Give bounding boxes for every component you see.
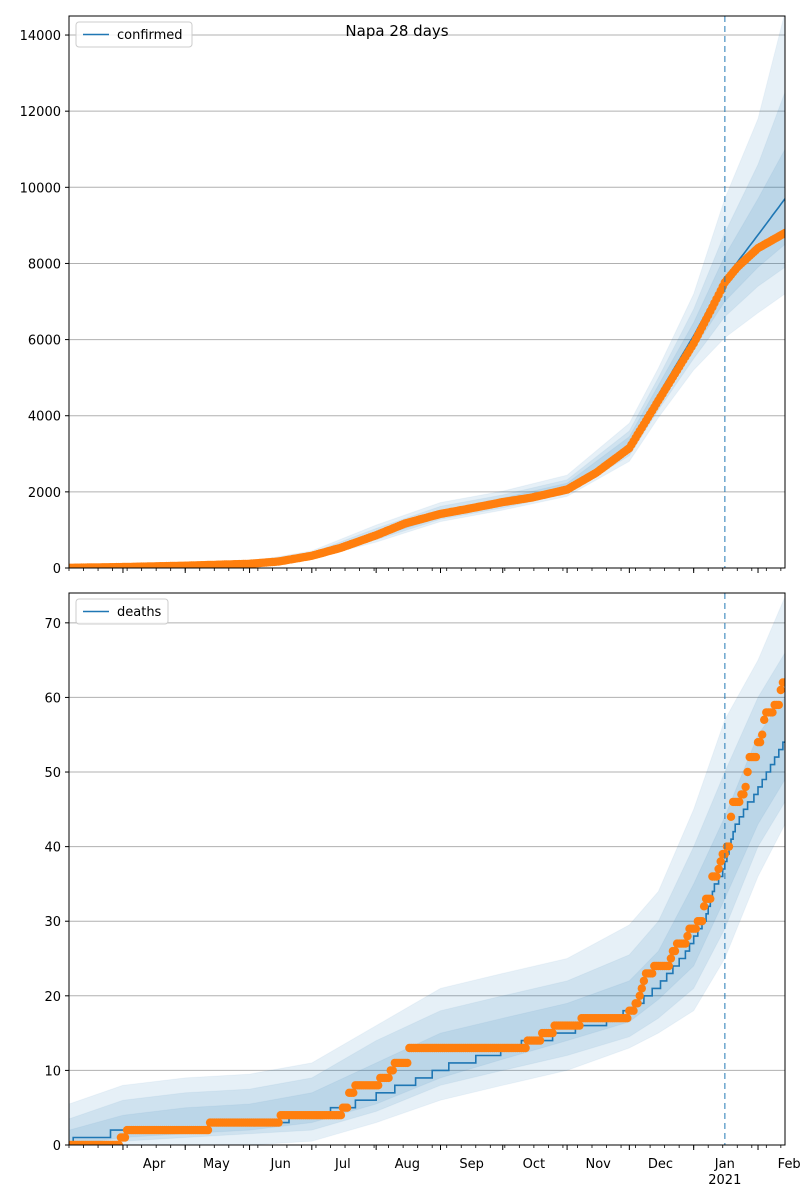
- observed-point: [706, 894, 715, 903]
- axes-frame: [68, 15, 786, 569]
- y-tick-label: 8000: [28, 257, 61, 272]
- ci-band-1: [69, 91, 785, 568]
- observed-point: [714, 864, 723, 874]
- observed-point: [349, 1088, 358, 1098]
- observed-point: [699, 902, 709, 911]
- x-tick-label: Aug: [395, 1157, 420, 1172]
- y-tick-label: 0: [53, 562, 61, 577]
- y-tick-label: 30: [44, 915, 61, 930]
- x-tick-label: Jun: [270, 1157, 291, 1172]
- observed-point: [780, 228, 785, 238]
- observed-point: [755, 738, 765, 747]
- observed-point: [374, 1081, 383, 1090]
- observed-point: [780, 678, 785, 687]
- observed-point: [336, 1111, 346, 1120]
- x-tick-label: May: [203, 1157, 230, 1172]
- y-tick-label: 6000: [28, 334, 61, 349]
- observed-point: [403, 1058, 412, 1068]
- observed-point: [342, 1103, 352, 1112]
- legend-box: [75, 21, 193, 48]
- legend-label: confirmed: [117, 28, 183, 43]
- ci-band-2: [69, 148, 785, 568]
- legend-label: deaths: [117, 605, 162, 620]
- panel-bottom: 0 10 20 30 40 50 60 70 Apr May Jun Jul Aug Sep Oct Nov D…: [44, 592, 800, 1188]
- y-tick-label: 14000: [20, 29, 61, 44]
- observed-point: [623, 1014, 632, 1023]
- x-year-label: 2021: [708, 1173, 741, 1188]
- observed-point: [666, 954, 676, 963]
- observed-point: [629, 1006, 638, 1015]
- observed-point: [751, 752, 761, 762]
- y-tick-label: 60: [44, 691, 61, 706]
- plot-area: [69, 16, 785, 568]
- x-tick-label: Dec: [648, 1157, 673, 1172]
- observed-point: [683, 931, 692, 941]
- observed-points: [69, 228, 785, 568]
- observed-point: [739, 790, 748, 799]
- observed-point: [575, 1021, 584, 1030]
- y-tick-label: 20: [44, 990, 61, 1005]
- plot-area: [69, 596, 785, 1145]
- x-tick-label: Sep: [459, 1157, 484, 1172]
- observed-point: [114, 1140, 123, 1145]
- figure-title: Napa 28 days: [345, 22, 448, 40]
- observed-point: [274, 1118, 283, 1127]
- observed-point: [670, 946, 680, 956]
- legend-box: [75, 598, 169, 625]
- observed-point: [697, 917, 707, 926]
- panel-top: 0 2000 4000 6000 8000 10000 12000 14000 confirme…: [20, 15, 786, 577]
- legend: confirmed: [75, 21, 193, 48]
- x-tick-label: Feb: [778, 1157, 800, 1172]
- y-tick-label: 4000: [28, 410, 61, 425]
- observed-point: [726, 812, 736, 821]
- ci-band-2: [69, 696, 785, 1145]
- y-tick-label: 50: [44, 766, 61, 781]
- y-tick-label: 10: [44, 1064, 61, 1079]
- x-tick-label: Apr: [143, 1157, 166, 1172]
- observed-point: [633, 999, 642, 1008]
- x-tick-label: Jul: [334, 1157, 351, 1172]
- observed-point: [548, 1028, 557, 1038]
- observed-point: [760, 715, 769, 724]
- ci-band-0: [69, 596, 785, 1145]
- x-tick-label: Nov: [586, 1157, 612, 1172]
- observed-point: [741, 782, 750, 792]
- observed-point: [724, 842, 734, 851]
- observed-point: [648, 969, 657, 978]
- model-line: [69, 741, 785, 1145]
- observed-point: [743, 767, 752, 777]
- observed-point: [388, 1066, 397, 1075]
- observed-point: [637, 984, 646, 993]
- observed-point: [774, 700, 783, 710]
- y-tick-label: 2000: [28, 486, 61, 501]
- observed-point: [521, 1043, 530, 1053]
- observed-point: [203, 1125, 213, 1135]
- observed-point: [758, 730, 767, 739]
- observed-point: [639, 976, 649, 986]
- observed-point: [768, 708, 777, 717]
- axes-frame: [68, 592, 786, 1146]
- observed-point: [635, 991, 644, 1000]
- legend: deaths: [75, 598, 169, 625]
- observed-point: [535, 1036, 545, 1045]
- x-tick-label: Jan: [714, 1157, 735, 1172]
- observed-point: [735, 797, 744, 807]
- ci-band-0: [69, 16, 785, 568]
- observed-point: [712, 872, 721, 881]
- observed-point: [120, 1133, 130, 1142]
- observed-point: [716, 857, 725, 866]
- y-tick-label: 40: [44, 841, 61, 856]
- y-tick-label: 0: [53, 1139, 61, 1154]
- observed-point: [776, 685, 785, 695]
- observed-point: [681, 939, 690, 948]
- x-tick-label: Oct: [523, 1157, 545, 1172]
- observed-point: [664, 961, 673, 971]
- y-tick-label: 10000: [20, 181, 61, 196]
- observed-point: [384, 1073, 393, 1083]
- y-tick-label: 70: [44, 617, 61, 632]
- observed-point: [691, 924, 700, 933]
- y-tick-label: 12000: [20, 105, 61, 120]
- observed-points: [69, 678, 785, 1145]
